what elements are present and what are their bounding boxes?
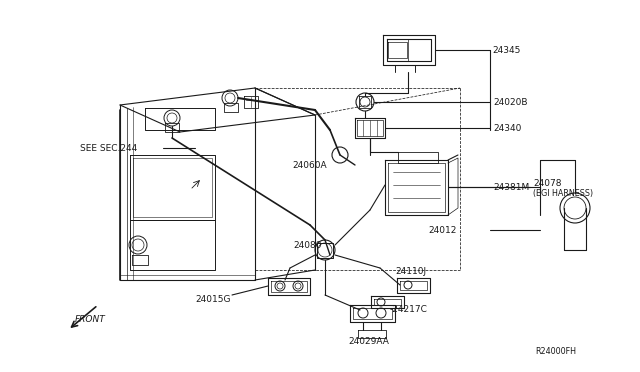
- Text: 24080: 24080: [293, 241, 321, 250]
- Text: 24078: 24078: [533, 179, 561, 187]
- Text: (EGI HARNESS): (EGI HARNESS): [533, 189, 593, 198]
- Text: 24020B: 24020B: [493, 97, 527, 106]
- Text: 24381M: 24381M: [493, 183, 529, 192]
- Text: FRONT: FRONT: [75, 315, 106, 324]
- Text: 24340: 24340: [493, 124, 522, 132]
- Text: 24015G: 24015G: [195, 295, 230, 305]
- Text: 24060A: 24060A: [292, 160, 326, 170]
- Text: 24029AA: 24029AA: [348, 337, 389, 346]
- Text: 24012: 24012: [428, 225, 456, 234]
- Text: R24000FH: R24000FH: [535, 347, 576, 356]
- Text: SEE SEC.244: SEE SEC.244: [80, 144, 137, 153]
- Text: 24110J: 24110J: [395, 267, 426, 276]
- Text: 24345: 24345: [492, 45, 520, 55]
- Text: -24217C: -24217C: [390, 305, 428, 314]
